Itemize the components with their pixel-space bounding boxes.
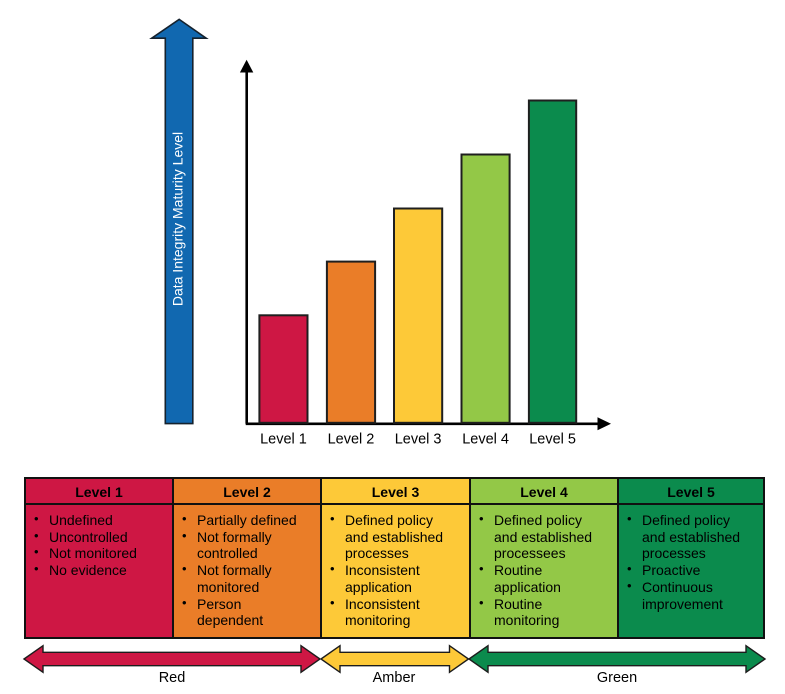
svg-text:Level 3: Level 3	[395, 431, 442, 447]
svg-text:Data Integrity Maturity Level: Data Integrity Maturity Level	[170, 132, 186, 306]
svg-text:Level 1: Level 1	[260, 431, 307, 447]
svg-text:Level 4: Level 4	[462, 431, 509, 447]
svg-text:Level 2: Level 2	[328, 431, 375, 447]
svg-text:Level 5: Level 5	[529, 431, 576, 447]
